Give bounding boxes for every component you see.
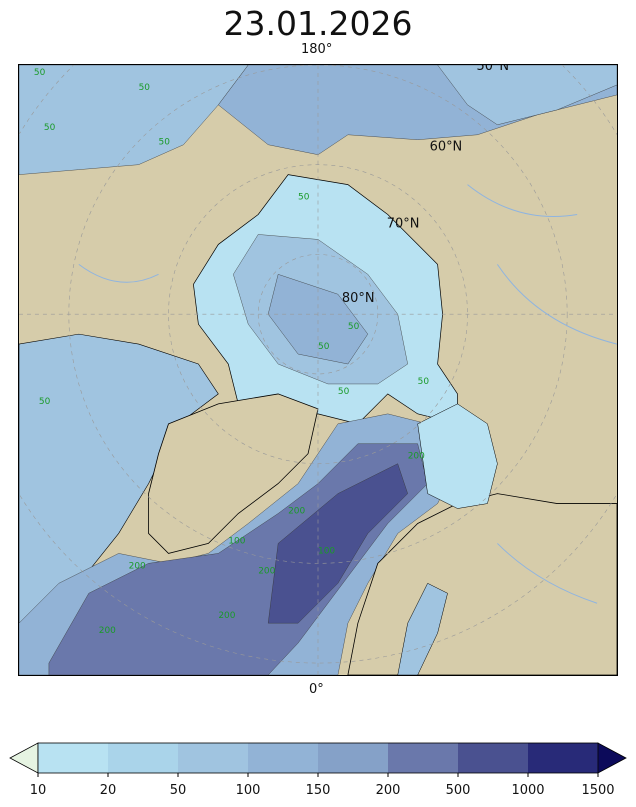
contour-label: 50 (34, 68, 46, 78)
map-title: 23.01.2026 (223, 4, 413, 43)
contour-label: 200 (288, 507, 305, 517)
colorbar-segment (458, 743, 529, 773)
colorbar-over-arrow (597, 742, 627, 774)
parallel-label-70n: 70°N (387, 216, 420, 231)
colorbar-tick-label: 100 (236, 783, 261, 798)
colorbar-under-arrow (9, 742, 39, 774)
colorbar-tick-label: 10 (30, 783, 47, 798)
contour-label: 50 (348, 322, 360, 332)
greenland-land (148, 393, 319, 554)
contour-label: 200 (408, 452, 425, 462)
arctic-bathymetry-map: 50°N 60°N 70°N 80°N 50505050505050505050… (18, 64, 618, 676)
contour-label: 50 (298, 193, 310, 203)
colorbar-tick-label: 500 (446, 783, 471, 798)
colorbar-segment (178, 743, 249, 773)
contour-labels: 50 50 50 50 50 50 50 50 50 50 200 200 200 200 200 200 10… (34, 68, 429, 636)
meridian-label-0: 0° (309, 682, 324, 697)
baltic-sea (397, 582, 448, 675)
colorbar-tick-label: 150 (306, 783, 331, 798)
rivers (78, 184, 617, 604)
colorbar-segment (108, 743, 179, 773)
colorbar-segment (388, 743, 459, 773)
parallel-label-60n: 60°N (430, 140, 463, 155)
meridian-label-180: 180° (301, 42, 333, 57)
atlantic-abyss (267, 463, 408, 624)
colorbar-segment (528, 743, 599, 773)
contour-label: 200 (99, 626, 116, 636)
contour-label: 50 (418, 377, 430, 387)
colorbar: 10 20 50 100 150 200 500 1000 1500 (9, 742, 627, 798)
contour-label: 100 (228, 536, 245, 546)
colorbar-segment (38, 743, 109, 773)
contour-label: 200 (218, 611, 235, 621)
contour-label: 50 (159, 138, 171, 148)
contour-label: 50 (139, 83, 151, 93)
colorbar-tick-label: 1500 (581, 783, 614, 798)
colorbar-tick-label: 50 (170, 783, 187, 798)
colorbar-tick-label: 1000 (511, 783, 544, 798)
okhotsk (437, 65, 617, 126)
contour-label: 200 (129, 561, 146, 571)
parallel-label-50n: 50°N (476, 64, 509, 74)
contour-label: 50 (318, 342, 330, 352)
contour-label: 100 (318, 546, 335, 556)
colorbar-segment (318, 743, 389, 773)
colorbar-tick-label: 200 (376, 783, 401, 798)
contour-label: 50 (338, 387, 350, 397)
contour-label: 50 (44, 123, 56, 133)
graticule (19, 65, 617, 675)
barents-sea (417, 403, 498, 509)
colorbar-segment (248, 743, 319, 773)
contour-label: 50 (39, 397, 51, 407)
contour-label: 200 (258, 566, 275, 576)
parallel-label-80n: 80°N (342, 291, 375, 306)
colorbar-tick-label: 20 (100, 783, 117, 798)
